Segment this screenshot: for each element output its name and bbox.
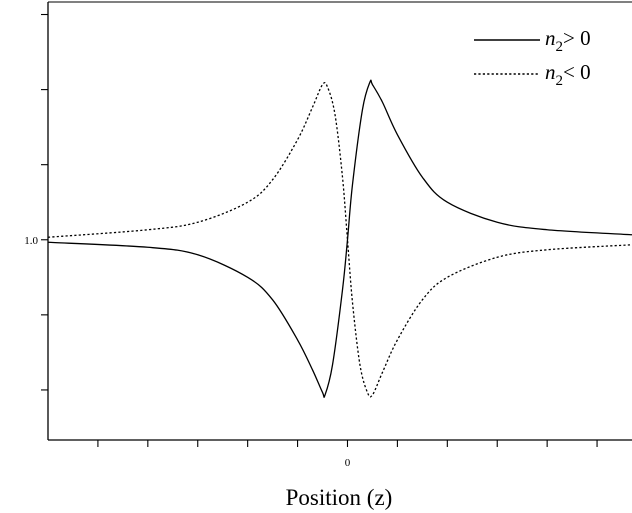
series-line-negative: [47, 81, 632, 398]
series-line-positive: [47, 79, 632, 398]
legend-label-positive: n2> 0: [545, 26, 591, 55]
legend-label-rest: > 0: [563, 26, 591, 50]
x-tick-label: 0: [345, 457, 351, 469]
legend-label-rest: < 0: [563, 60, 591, 84]
x-axis-title: Position (z): [286, 485, 393, 510]
legend-label-subscript: 2: [556, 39, 564, 55]
axes: [47, 1, 632, 441]
legend-label-base: n: [545, 60, 556, 84]
ticks: 01.0: [24, 13, 598, 469]
series-layer: [47, 79, 632, 398]
legend-label-subscript: 2: [556, 73, 564, 89]
y-tick-label: 1.0: [24, 235, 38, 247]
legend-label-base: n: [545, 26, 556, 50]
legend-label-negative: n2< 0: [545, 60, 591, 89]
legend: n2> 0n2< 0: [474, 26, 591, 89]
